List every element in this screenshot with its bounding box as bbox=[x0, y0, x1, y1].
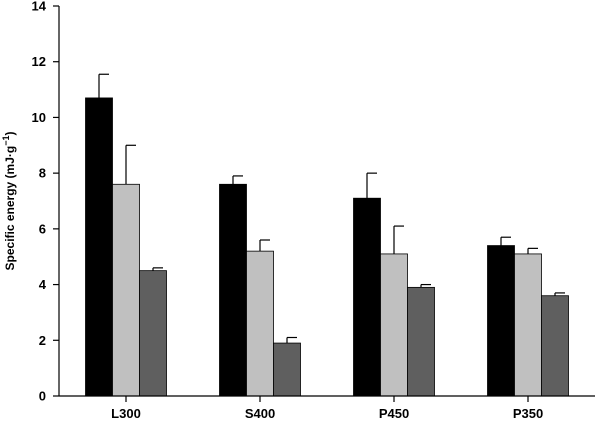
x-category-label-l300: L300 bbox=[111, 406, 141, 421]
bar-p350-series-3 bbox=[541, 295, 569, 397]
y-tick-label: 14 bbox=[32, 0, 47, 14]
x-category-label-s400: S400 bbox=[245, 406, 275, 421]
bar-p350-series-2 bbox=[514, 253, 542, 397]
bar-p350-series-1 bbox=[487, 245, 515, 397]
y-axis-label-close: ) bbox=[3, 132, 17, 136]
x-axis-categories: L300 S400 P450 P350 bbox=[111, 396, 543, 421]
bar-p450-series-1 bbox=[353, 197, 381, 397]
y-axis-label-exponent: −1 bbox=[1, 136, 11, 146]
y-tick-label: 2 bbox=[39, 333, 46, 348]
bar-l300-series-2 bbox=[112, 183, 140, 397]
y-axis-label-text: Specific energy (mJ·g bbox=[3, 146, 17, 271]
bar-s400-series-1 bbox=[219, 183, 247, 397]
error-bars bbox=[98, 73, 565, 344]
bar-s400-series-3 bbox=[273, 342, 301, 397]
y-tick-label: 6 bbox=[39, 221, 46, 236]
y-tick-label: 10 bbox=[32, 110, 46, 125]
bars bbox=[85, 97, 569, 397]
bar-l300-series-3 bbox=[139, 270, 167, 397]
bar-p450-series-3 bbox=[407, 286, 435, 397]
y-axis-ticks: 0 2 4 6 8 10 12 14 bbox=[32, 0, 59, 404]
y-tick-label: 4 bbox=[39, 277, 47, 292]
bar-l300-series-1 bbox=[85, 97, 113, 397]
y-axis-label: Specific energy (mJ·g−1) bbox=[1, 132, 17, 271]
x-category-label-p450: P450 bbox=[379, 406, 409, 421]
x-category-label-p350: P350 bbox=[513, 406, 543, 421]
y-tick-label: 12 bbox=[32, 54, 46, 69]
y-tick-label: 0 bbox=[39, 389, 46, 404]
bar-s400-series-2 bbox=[246, 250, 274, 397]
bar-p450-series-2 bbox=[380, 253, 408, 397]
y-tick-label: 8 bbox=[39, 166, 46, 181]
